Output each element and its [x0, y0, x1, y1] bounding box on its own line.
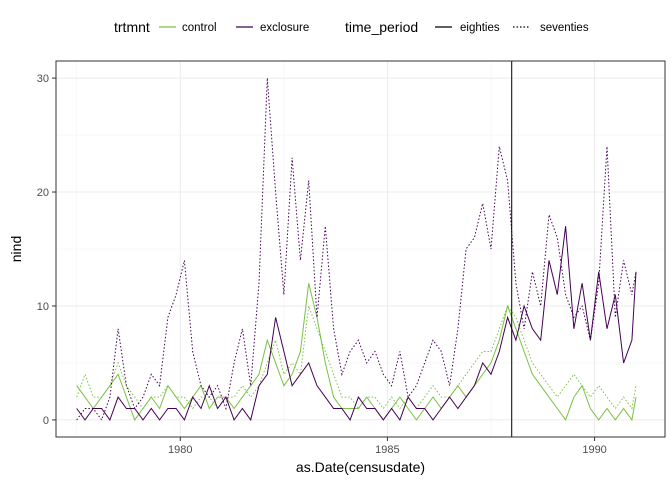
x-axis: 1980 1985 1990	[168, 437, 607, 456]
legend-label-eighties: eighties	[460, 22, 500, 34]
series-line-control-eighties	[76, 283, 637, 422]
y-axis: 0 10 20 30	[37, 73, 56, 427]
y-tick-label: 30	[37, 73, 49, 85]
legend: trtmnt control exclosure time_period eig…	[114, 19, 589, 35]
y-axis-title: nind	[8, 236, 24, 262]
legend-label-exclosure: exclosure	[260, 22, 309, 34]
legend-label-control: control	[182, 22, 217, 34]
y-tick-label: 10	[37, 301, 49, 313]
x-axis-title: as.Date(censusdate)	[296, 459, 425, 475]
y-tick-label: 20	[37, 187, 49, 199]
y-tick-label: 0	[43, 415, 49, 427]
x-tick-label: 1985	[375, 444, 399, 456]
series-line-exclosure-seventies	[76, 78, 637, 421]
legend-title-time-period: time_period	[345, 19, 418, 35]
series-layer	[76, 78, 637, 422]
x-tick-label: 1990	[582, 444, 606, 456]
legend-title-trtmnt: trtmnt	[114, 19, 150, 35]
grid	[56, 61, 665, 437]
x-tick-label: 1980	[168, 444, 192, 456]
legend-label-seventies: seventies	[540, 22, 589, 34]
series-line-exclosure-eighties	[76, 226, 637, 422]
series-line-control-seventies	[76, 304, 637, 410]
plot-panel-border	[55, 60, 666, 438]
